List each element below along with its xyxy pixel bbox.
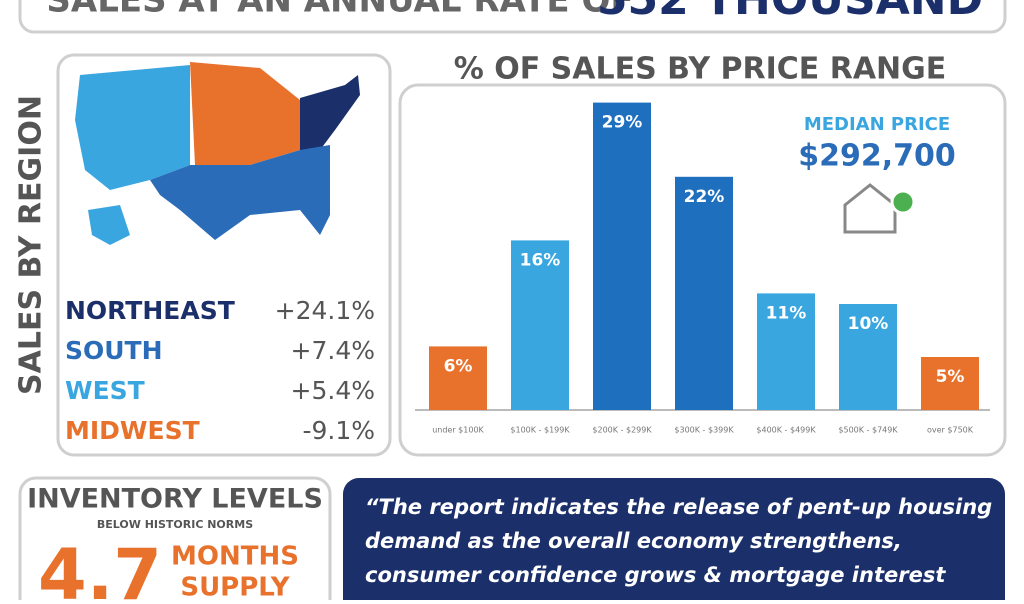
value-label: 10% xyxy=(848,314,889,334)
x-tick-label: under $100K xyxy=(432,426,484,435)
banner-text: SALES AT AN ANNUAL RATE OF xyxy=(46,0,633,21)
quote-line: “The report indicates the release of pen… xyxy=(365,495,992,519)
inventory-title: INVENTORY LEVELS xyxy=(27,484,323,515)
x-tick-label: $500K - $749K xyxy=(838,426,898,435)
x-tick-label: $200K - $299K xyxy=(592,426,652,435)
bar xyxy=(593,102,651,410)
x-tick-label: $300K - $399K xyxy=(674,426,734,435)
region-change: +5.4% xyxy=(291,376,375,405)
house-icon xyxy=(843,183,916,234)
region-change: +24.1% xyxy=(275,296,375,325)
value-label: 11% xyxy=(766,303,807,323)
value-label: 22% xyxy=(684,187,725,207)
region-title: SALES BY REGION xyxy=(14,95,49,395)
region-change: +7.4% xyxy=(291,336,375,365)
value-label: 5% xyxy=(936,367,965,387)
region-name: NORTHEAST xyxy=(65,296,235,325)
bar xyxy=(757,293,815,410)
bar xyxy=(429,346,487,410)
x-tick-label: $400K - $499K xyxy=(756,426,816,435)
x-tick-label: over $750K xyxy=(927,426,974,435)
inventory-unit: MONTHS xyxy=(171,542,299,572)
inventory-value: 4.7 xyxy=(38,534,162,600)
median-label: MEDIAN PRICE xyxy=(804,114,950,135)
chart-title: % OF SALES BY PRICE RANGE xyxy=(454,52,947,87)
region-name: SOUTH xyxy=(65,336,163,365)
us-map xyxy=(75,62,360,245)
inventory-subtitle: BELOW HISTORIC NORMS xyxy=(97,518,253,531)
banner-highlight: 552 THOUSAND xyxy=(597,0,983,25)
median-value: $292,700 xyxy=(798,139,956,174)
quote-line: consumer confidence grows & mortgage int… xyxy=(365,563,946,587)
bar xyxy=(839,304,897,410)
value-label: 6% xyxy=(444,356,473,376)
region-name: MIDWEST xyxy=(65,416,200,445)
region-name: WEST xyxy=(65,376,145,405)
bar xyxy=(511,240,569,410)
bar xyxy=(675,176,733,410)
quote-box xyxy=(343,478,1005,604)
quote-line: demand as the overall economy strengthen… xyxy=(365,529,902,553)
inventory-box xyxy=(18,476,332,604)
x-tick-label: $100K - $199K xyxy=(510,426,570,435)
banner-box xyxy=(18,0,1007,34)
inventory-unit: SUPPLY xyxy=(180,573,290,601)
value-label: 16% xyxy=(520,250,561,270)
value-label: 29% xyxy=(602,113,643,133)
region-change: -9.1% xyxy=(302,416,375,445)
bar xyxy=(921,357,979,410)
